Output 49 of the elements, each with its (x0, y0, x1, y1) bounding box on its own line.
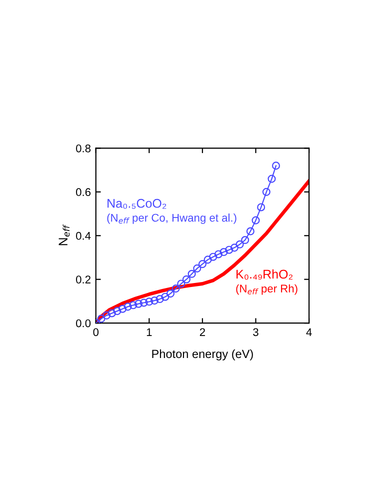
point (241, 236, 250, 244)
point (156, 295, 164, 304)
y-tick-label: 0.2 (76, 276, 90, 284)
point (209, 252, 218, 261)
point (145, 298, 154, 306)
point (129, 301, 138, 310)
y-tick-label: 0.0 (76, 319, 91, 328)
annotation: (N$_{eff}$ per Rh) (236, 284, 298, 295)
annotation: (N$_{eff}$ per Co, Hwang et al.) (107, 214, 236, 224)
point (225, 246, 234, 254)
point (134, 300, 143, 308)
y-tick-label: 0.6 (76, 188, 91, 196)
y-tick-label: 0.4 (76, 232, 91, 240)
point (113, 307, 122, 316)
point (150, 296, 159, 305)
point (182, 275, 190, 284)
point (204, 256, 212, 264)
point (246, 227, 254, 236)
point (252, 216, 260, 224)
point (118, 304, 127, 313)
point (236, 240, 244, 248)
text: Na₀.₅CoO₂ (108, 198, 166, 209)
point (140, 298, 148, 307)
point (166, 290, 175, 298)
point (161, 292, 170, 301)
x-tick-label: 1 (146, 328, 152, 336)
x-tick-label: 3 (253, 328, 258, 336)
point (262, 188, 270, 196)
point (188, 270, 196, 278)
point (193, 264, 202, 272)
point (108, 309, 116, 318)
point (214, 250, 222, 258)
point (272, 162, 280, 170)
point (124, 302, 132, 311)
point (268, 174, 276, 183)
point (102, 311, 111, 320)
x-tick-label: 0 (93, 328, 99, 336)
point (257, 203, 266, 212)
y-axis-title: N$_{eff}$ (58, 224, 70, 246)
y-tick-label: 0.8 (76, 144, 91, 152)
x-axis-title: Photon energy (eV) (152, 349, 253, 360)
point (172, 284, 180, 293)
point (177, 280, 186, 288)
point (230, 244, 238, 252)
point (220, 248, 228, 256)
series-label: K₀.₄₉RhO₂ (236, 269, 292, 280)
point (198, 260, 206, 268)
x-tick-label: 2 (200, 328, 205, 336)
x-tick-label: 4 (306, 328, 312, 336)
